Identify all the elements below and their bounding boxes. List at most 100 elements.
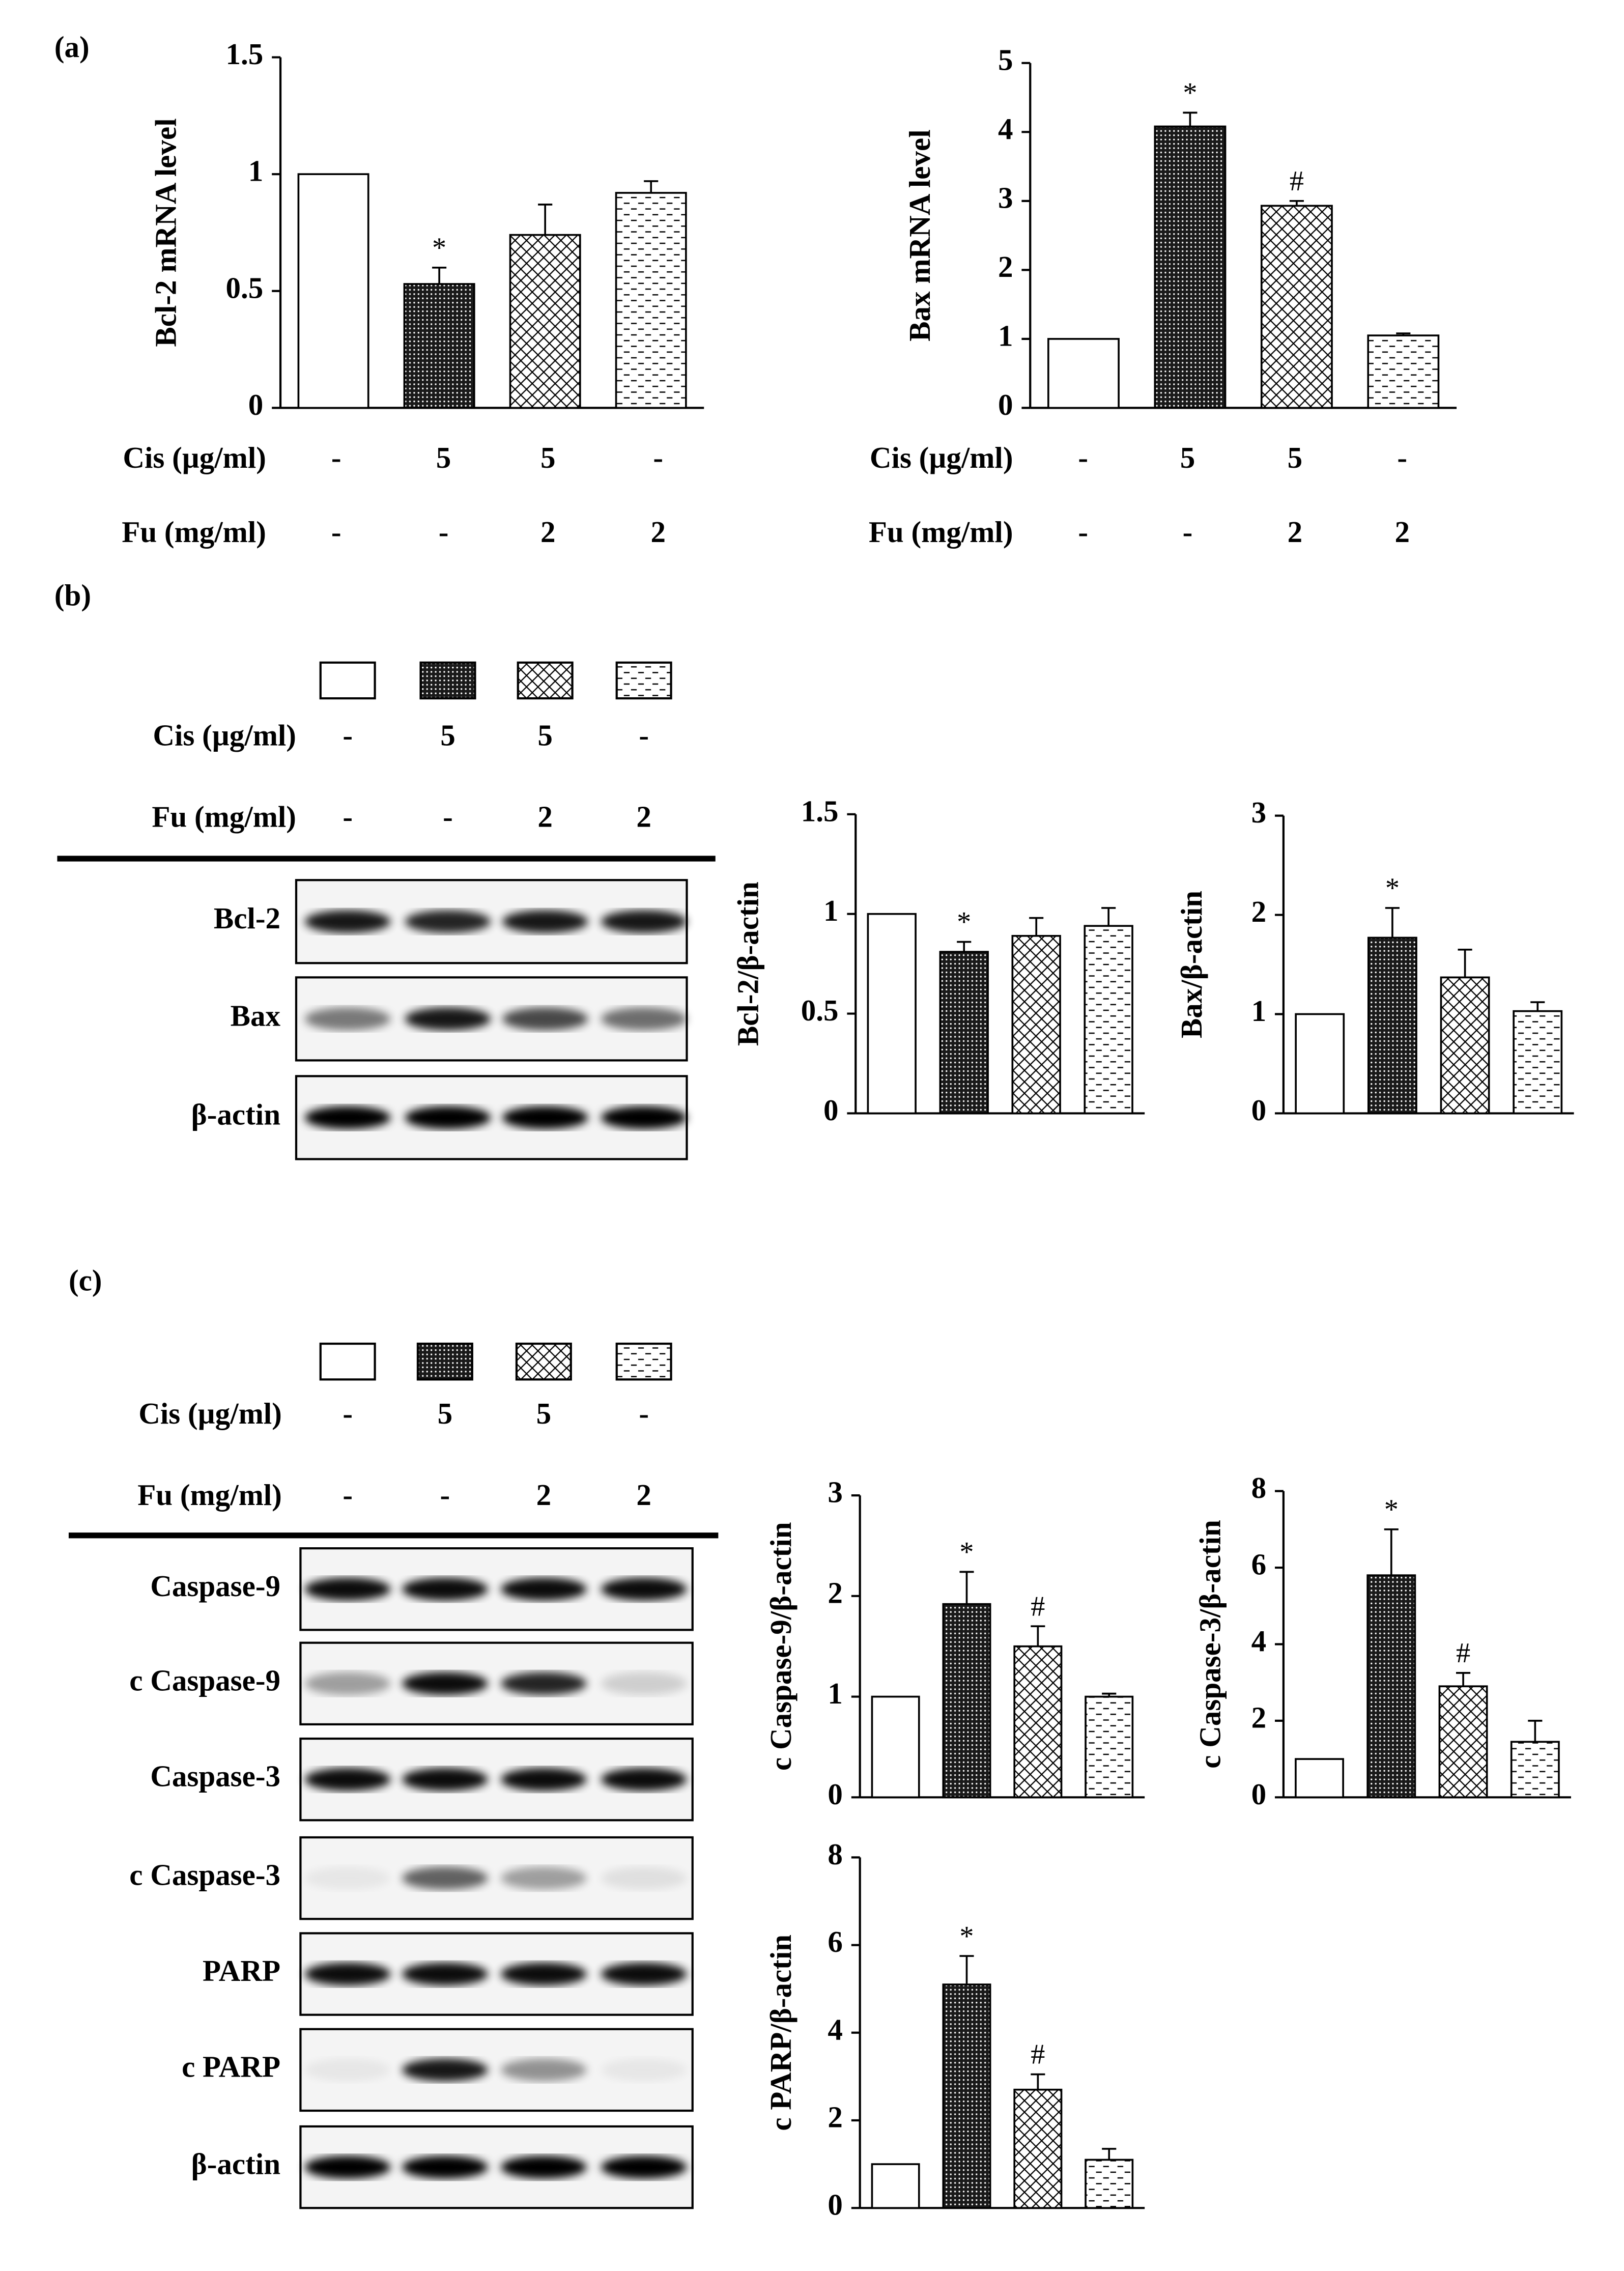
treatment-value: - — [1078, 515, 1088, 549]
treatment-value: 5 — [440, 718, 455, 752]
blot-band — [601, 2155, 687, 2179]
blot-band — [601, 1672, 687, 1695]
blot-label: β-actin — [191, 1097, 280, 1131]
y-axis-label: Bax/β-actin — [1175, 891, 1208, 1038]
treatment-value: - — [439, 515, 449, 549]
panel-label: (c) — [69, 1264, 102, 1297]
error-bar — [538, 204, 553, 235]
bar — [871, 2163, 920, 2209]
treatment-value: 2 — [636, 800, 651, 834]
error-bar — [1289, 200, 1304, 206]
significance-mark: * — [432, 232, 446, 264]
bar — [1295, 1758, 1344, 1799]
treatment-value: - — [653, 441, 663, 474]
error-bar — [1101, 907, 1116, 926]
bar — [1513, 1010, 1563, 1115]
blot-band — [501, 1963, 587, 1986]
blot-band — [304, 1577, 391, 1601]
y-axis-label: c Caspase-3/β-actin — [1193, 1520, 1227, 1769]
y-tick-label: 4 — [1251, 1624, 1267, 1658]
bar — [403, 283, 475, 409]
treatment-value: - — [343, 718, 353, 752]
blot-band — [402, 2058, 488, 2082]
blot-band — [501, 2058, 587, 2082]
treatment-value: - — [331, 515, 341, 549]
treatment-value: 2 — [1288, 515, 1303, 549]
treatment-value: 2 — [537, 800, 553, 834]
y-tick-label: 3 — [1251, 796, 1267, 829]
significance-mark: * — [1384, 1494, 1399, 1525]
bar — [1510, 1741, 1560, 1799]
blot-band — [601, 1963, 687, 1986]
blot-band — [402, 1672, 488, 1695]
y-tick-label: 1 — [828, 1677, 843, 1710]
bar — [1295, 1013, 1345, 1115]
y-tick-label: 8 — [828, 1837, 843, 1871]
significance-mark: * — [957, 906, 971, 938]
treatment-label: Fu (mg/ml) — [869, 515, 1013, 549]
blot-band — [501, 2155, 587, 2179]
treatment-value: - — [343, 1478, 353, 1512]
treatment-value: 2 — [1394, 515, 1410, 549]
blot-band — [304, 1768, 391, 1791]
blot-label: Bcl-2 — [214, 901, 280, 935]
treatment-value: - — [440, 1478, 450, 1512]
blot-band — [601, 1768, 687, 1791]
y-tick-label: 1 — [823, 894, 839, 927]
legend-swatch — [319, 1342, 376, 1381]
y-tick-label: 2 — [1251, 895, 1267, 928]
legend-swatch — [615, 1342, 672, 1381]
y-axis-label: Bax mRNA level — [903, 129, 936, 341]
legend-swatch — [319, 661, 376, 700]
y-tick-label: 2 — [828, 2100, 843, 2134]
blot-band — [402, 1768, 488, 1791]
y-tick-label: 0 — [1251, 1777, 1267, 1811]
treatment-value: 2 — [536, 1478, 552, 1512]
bar — [1085, 2159, 1134, 2209]
significance-mark: # — [1031, 2039, 1045, 2070]
treatment-value: - — [1078, 441, 1088, 474]
blot-label: c Caspase-9 — [129, 1663, 280, 1697]
bar — [1013, 2088, 1063, 2209]
treatment-label: Fu (mg/ml) — [137, 1478, 282, 1512]
y-tick-label: 0.5 — [801, 993, 839, 1027]
blot-band — [501, 1577, 587, 1601]
legend-swatch — [515, 1342, 572, 1381]
treatment-value: 5 — [436, 441, 451, 474]
y-tick-label: 1 — [248, 154, 264, 188]
y-tick-label: 1.5 — [801, 794, 839, 828]
blot-band — [402, 1577, 488, 1601]
blot-label: c Caspase-3 — [129, 1858, 280, 1892]
panel-label: (b) — [54, 578, 91, 612]
significance-mark: # — [1290, 165, 1304, 197]
blot-band — [501, 1866, 587, 1890]
y-tick-label: 1 — [998, 319, 1013, 352]
bar — [1085, 1695, 1134, 1799]
blot-band — [304, 910, 391, 933]
bar — [1013, 1645, 1063, 1799]
bar — [1367, 334, 1440, 409]
legend-swatch — [517, 661, 574, 700]
blot-band — [304, 1672, 391, 1695]
blot-band — [402, 2155, 488, 2179]
significance-mark: * — [1183, 77, 1197, 109]
y-tick-label: 3 — [828, 1475, 843, 1509]
legend-swatch — [615, 661, 672, 700]
blot-band — [405, 1007, 491, 1031]
treatment-label: Cis (µg/ml) — [123, 441, 266, 474]
y-tick-label: 2 — [998, 250, 1013, 283]
bar — [1260, 205, 1333, 409]
bar — [1440, 976, 1490, 1115]
treatment-value: - — [331, 441, 341, 474]
significance-mark: # — [1456, 1637, 1470, 1669]
error-bar — [1456, 1672, 1471, 1687]
y-tick-label: 1 — [1251, 994, 1267, 1028]
bar — [942, 1603, 991, 1799]
treatment-value: 5 — [536, 1397, 552, 1430]
blot-band — [601, 1007, 687, 1031]
blot-band — [601, 2058, 687, 2082]
treatment-value: 5 — [1180, 441, 1195, 474]
treatment-value: 5 — [540, 441, 556, 474]
